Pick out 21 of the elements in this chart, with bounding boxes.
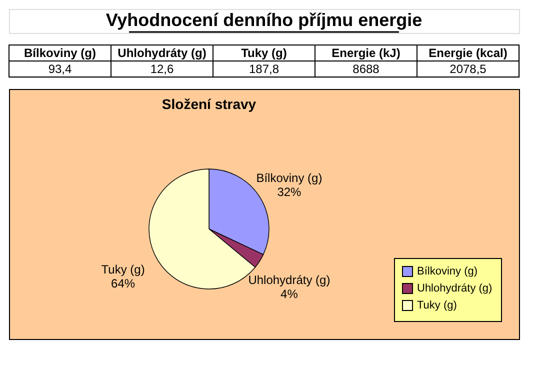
text: 12,6 [150, 62, 174, 76]
data-label: 32% [277, 185, 302, 200]
data-label: 64% [111, 276, 136, 290]
text: Tuky (g) [241, 46, 287, 60]
text: Uhlohydráty (g) [118, 46, 206, 60]
text: Bílkoviny (g) [24, 46, 96, 60]
data-label: 4% [280, 286, 298, 301]
text: 8688 [352, 62, 380, 76]
chart-subtitle: Složení stravy [162, 96, 256, 112]
text: Energie (kJ) [332, 46, 400, 60]
text: 93,4 [48, 62, 72, 76]
legend-label: Uhlohydráty (g) [417, 282, 492, 294]
text: 2078,5 [450, 62, 487, 76]
chart-title: Vyhodnocení denního příjmu energie [106, 10, 422, 30]
slice-label: Uhlohydráty (g) [248, 272, 330, 287]
text: 187,8 [248, 62, 280, 76]
text: Energie (kcal) [428, 46, 508, 60]
slice-label: Tuky (g) [101, 262, 145, 276]
legend-label: Tuky (g) [417, 300, 457, 312]
slice-label: Bílkoviny (g) [256, 171, 322, 186]
legend-label: Bílkoviny (g) [417, 266, 478, 278]
